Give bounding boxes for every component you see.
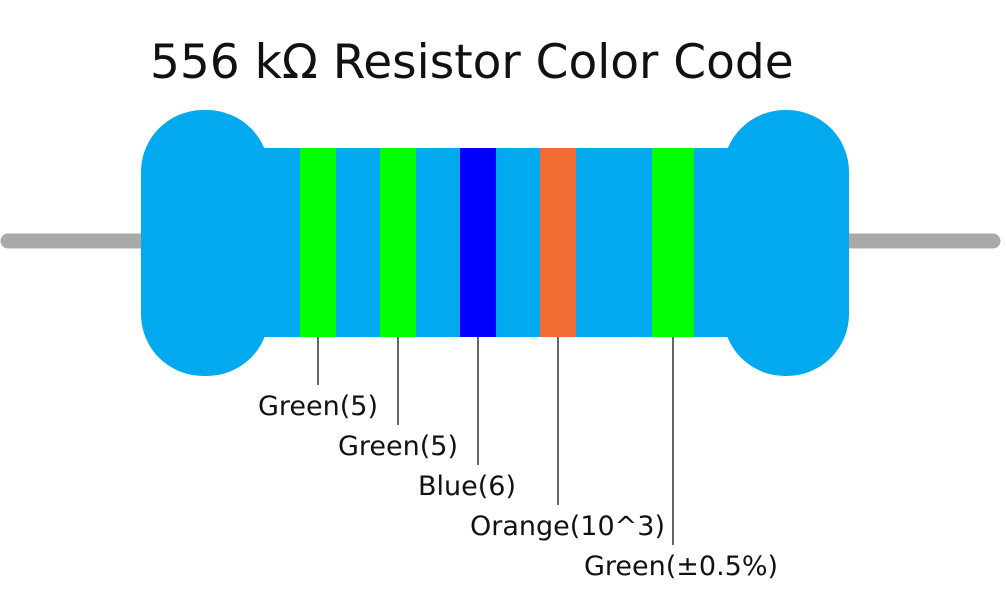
band-5 <box>652 148 694 337</box>
band-3-label: Blue(6) <box>418 471 516 502</box>
band-4-label: Orange(10^3) <box>470 511 665 542</box>
diagram-title: 556 kΩ Resistor Color Code <box>150 35 794 90</box>
band-2 <box>380 148 416 337</box>
band-1 <box>300 148 336 337</box>
band-4 <box>540 148 576 337</box>
band-3 <box>460 148 496 337</box>
band-5-label: Green(±0.5%) <box>584 551 778 582</box>
band-2-label: Green(5) <box>338 431 458 462</box>
band-1-label: Green(5) <box>258 391 378 422</box>
body-left-cap <box>141 110 269 376</box>
body-right-cap <box>723 110 849 376</box>
